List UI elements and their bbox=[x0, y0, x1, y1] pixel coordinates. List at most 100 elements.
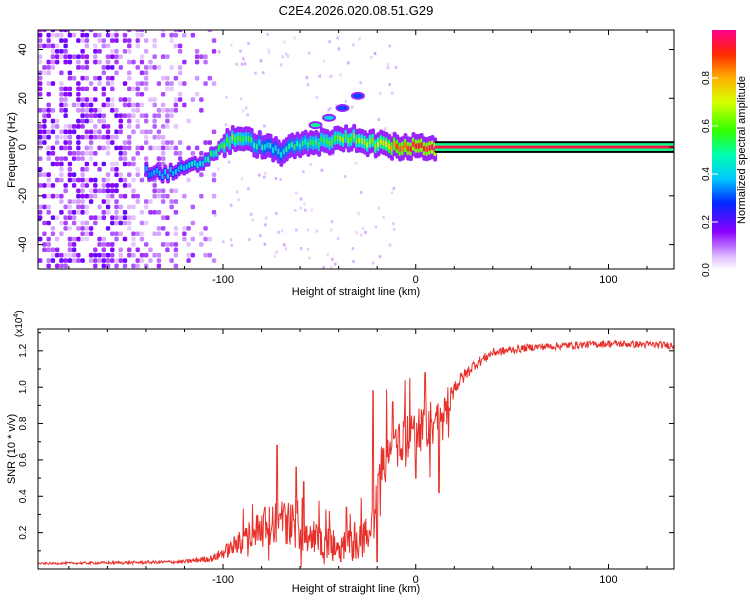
spectrogram-noise-cell bbox=[199, 54, 204, 59]
spectrogram-noise-cell bbox=[80, 124, 85, 129]
spectrogram-noise-cell bbox=[84, 204, 90, 210]
spectrogram-noise-cell bbox=[110, 140, 115, 145]
spectrogram-ridge-core bbox=[323, 137, 326, 144]
spectrogram-noise-cell bbox=[165, 215, 170, 220]
spectrogram-noise-cell bbox=[122, 177, 128, 183]
spectrogram-ridge-core bbox=[258, 139, 261, 146]
spectrogram-noise-cell bbox=[379, 91, 382, 95]
spectrogram-noise-cell bbox=[97, 75, 102, 81]
spectrogram-noise-cell bbox=[135, 172, 140, 178]
spectrogram-noise-cell bbox=[101, 161, 106, 167]
spectrogram-noise-cell bbox=[67, 199, 73, 204]
spectrogram-noise-cell bbox=[50, 161, 56, 167]
spectrogram-ridge-core bbox=[420, 142, 423, 149]
spectrogram-noise-cell bbox=[93, 183, 98, 188]
spectrogram-noise-cell bbox=[186, 258, 191, 263]
spectrogram-noise-cell bbox=[318, 74, 322, 78]
spectrogram-noise-cell bbox=[377, 206, 381, 210]
spectrogram-noise-cell bbox=[46, 43, 51, 49]
spectrogram-noise-cell bbox=[194, 91, 200, 97]
spectrogram-noise-cell bbox=[80, 113, 85, 119]
spectrogram-ridge-core bbox=[374, 143, 377, 150]
spectrogram-noise-cell bbox=[182, 102, 187, 108]
spectrogram-noise-cell bbox=[54, 49, 60, 54]
spectrogram-noise-cell bbox=[101, 102, 106, 108]
spectrogram-noise-cell bbox=[63, 145, 68, 151]
spectrogram-noise-cell bbox=[110, 252, 115, 258]
spectrogram-noise-cell bbox=[152, 43, 157, 49]
spectrogram-ridge-core bbox=[282, 148, 286, 155]
spectrogram-noise-cell bbox=[50, 118, 56, 124]
spectrogram-noise-cell bbox=[186, 177, 191, 183]
spectrogram-noise-cell bbox=[97, 215, 102, 220]
spectrogram-noise-cell bbox=[156, 129, 162, 135]
spectrogram-noise-cell bbox=[93, 54, 98, 59]
spectrogram-noise-cell bbox=[165, 242, 170, 247]
spectrogram-noise-cell bbox=[266, 32, 269, 36]
spectrogram-noise-cell bbox=[144, 38, 149, 43]
spectrogram-ridge-core bbox=[414, 143, 418, 150]
spectrogram-noise-cell bbox=[71, 236, 77, 242]
spectrogram-noise-cell bbox=[38, 215, 43, 220]
spectrogram-noise-cell bbox=[67, 167, 73, 172]
spectrogram-noise-cell bbox=[139, 236, 145, 242]
spectrogram-noise-cell bbox=[101, 258, 106, 263]
spectrogram-noise-cell bbox=[330, 265, 333, 269]
spectrogram-noise-cell bbox=[63, 220, 68, 226]
spectrogram-noise-cell bbox=[307, 51, 311, 55]
spectrogram-noise-cell bbox=[364, 230, 367, 234]
spectrogram-ridge-core bbox=[161, 173, 164, 180]
spectrogram-noise-cell bbox=[165, 247, 170, 253]
spectrogram-noise-cell bbox=[54, 177, 60, 183]
spectrogram-noise-cell bbox=[122, 156, 128, 161]
spectrogram-noise-cell bbox=[54, 54, 60, 59]
spectrogram-noise-cell bbox=[199, 172, 204, 178]
spectrogram-noise-cell bbox=[173, 242, 179, 247]
spectrogram-noise-cell bbox=[110, 161, 115, 167]
spectrogram-noise-cell bbox=[76, 252, 81, 258]
spectrogram-noise-cell bbox=[194, 59, 200, 65]
spectrogram-noise-cell bbox=[392, 222, 395, 226]
spectrogram-noise-cell bbox=[131, 108, 136, 113]
spectrogram-ridge-core bbox=[199, 160, 202, 167]
spectrogram-noise-cell bbox=[148, 65, 153, 70]
spectrogram-noise-cell bbox=[38, 167, 43, 172]
spectrogram-ridge-core bbox=[212, 150, 216, 157]
spectrogram-ridge-core bbox=[385, 141, 388, 147]
spectrogram-noise-cell bbox=[246, 113, 249, 117]
spectrogram-noise-cell bbox=[160, 32, 166, 38]
spectrogram-noise-cell bbox=[71, 124, 77, 129]
spectrogram-noise-cell bbox=[127, 59, 132, 65]
spectrogram-noise-cell bbox=[84, 177, 90, 183]
spectrogram-noise-cell bbox=[352, 43, 355, 47]
spectrogram-ridge-core bbox=[250, 137, 253, 143]
spectrogram-ridge-core bbox=[253, 142, 256, 149]
spectrogram-noise-cell bbox=[42, 129, 47, 135]
spectrogram-noise-cell bbox=[267, 51, 271, 55]
spectrogram-noise-cell bbox=[80, 38, 85, 43]
spectrogram-noise-cell bbox=[275, 211, 278, 215]
spectrogram-noise-cell bbox=[97, 252, 102, 258]
spectrogram-noise-cell bbox=[229, 203, 233, 207]
spectrogram-noise-cell bbox=[211, 172, 217, 178]
spectrogram-ridge-core bbox=[336, 134, 340, 141]
spectrogram-noise-cell bbox=[63, 140, 68, 145]
spectrogram-noise-cell bbox=[122, 102, 128, 108]
spectrogram-noise-cell bbox=[152, 124, 157, 129]
spectrogram-noise-cell bbox=[182, 193, 187, 199]
spectrogram-noise-cell bbox=[118, 156, 123, 161]
spectrogram-noise-cell bbox=[169, 86, 174, 92]
spectrogram-noise-cell bbox=[59, 91, 64, 97]
spectrogram-noise-cell bbox=[76, 86, 81, 92]
spectrogram-noise-cell bbox=[88, 177, 94, 183]
spectrogram-noise-cell bbox=[80, 30, 85, 33]
spectrogram-noise-cell bbox=[84, 54, 90, 59]
spectrogram-noise-cell bbox=[88, 258, 94, 263]
spectrogram-noise-cell bbox=[173, 124, 179, 129]
spectrogram-noise-cell bbox=[190, 252, 196, 258]
spectrogram-ridge-core bbox=[339, 135, 342, 142]
spectrogram-noise-cell bbox=[88, 150, 94, 156]
spectrogram-noise-cell bbox=[84, 226, 90, 231]
spectrogram-noise-cell bbox=[114, 199, 119, 204]
